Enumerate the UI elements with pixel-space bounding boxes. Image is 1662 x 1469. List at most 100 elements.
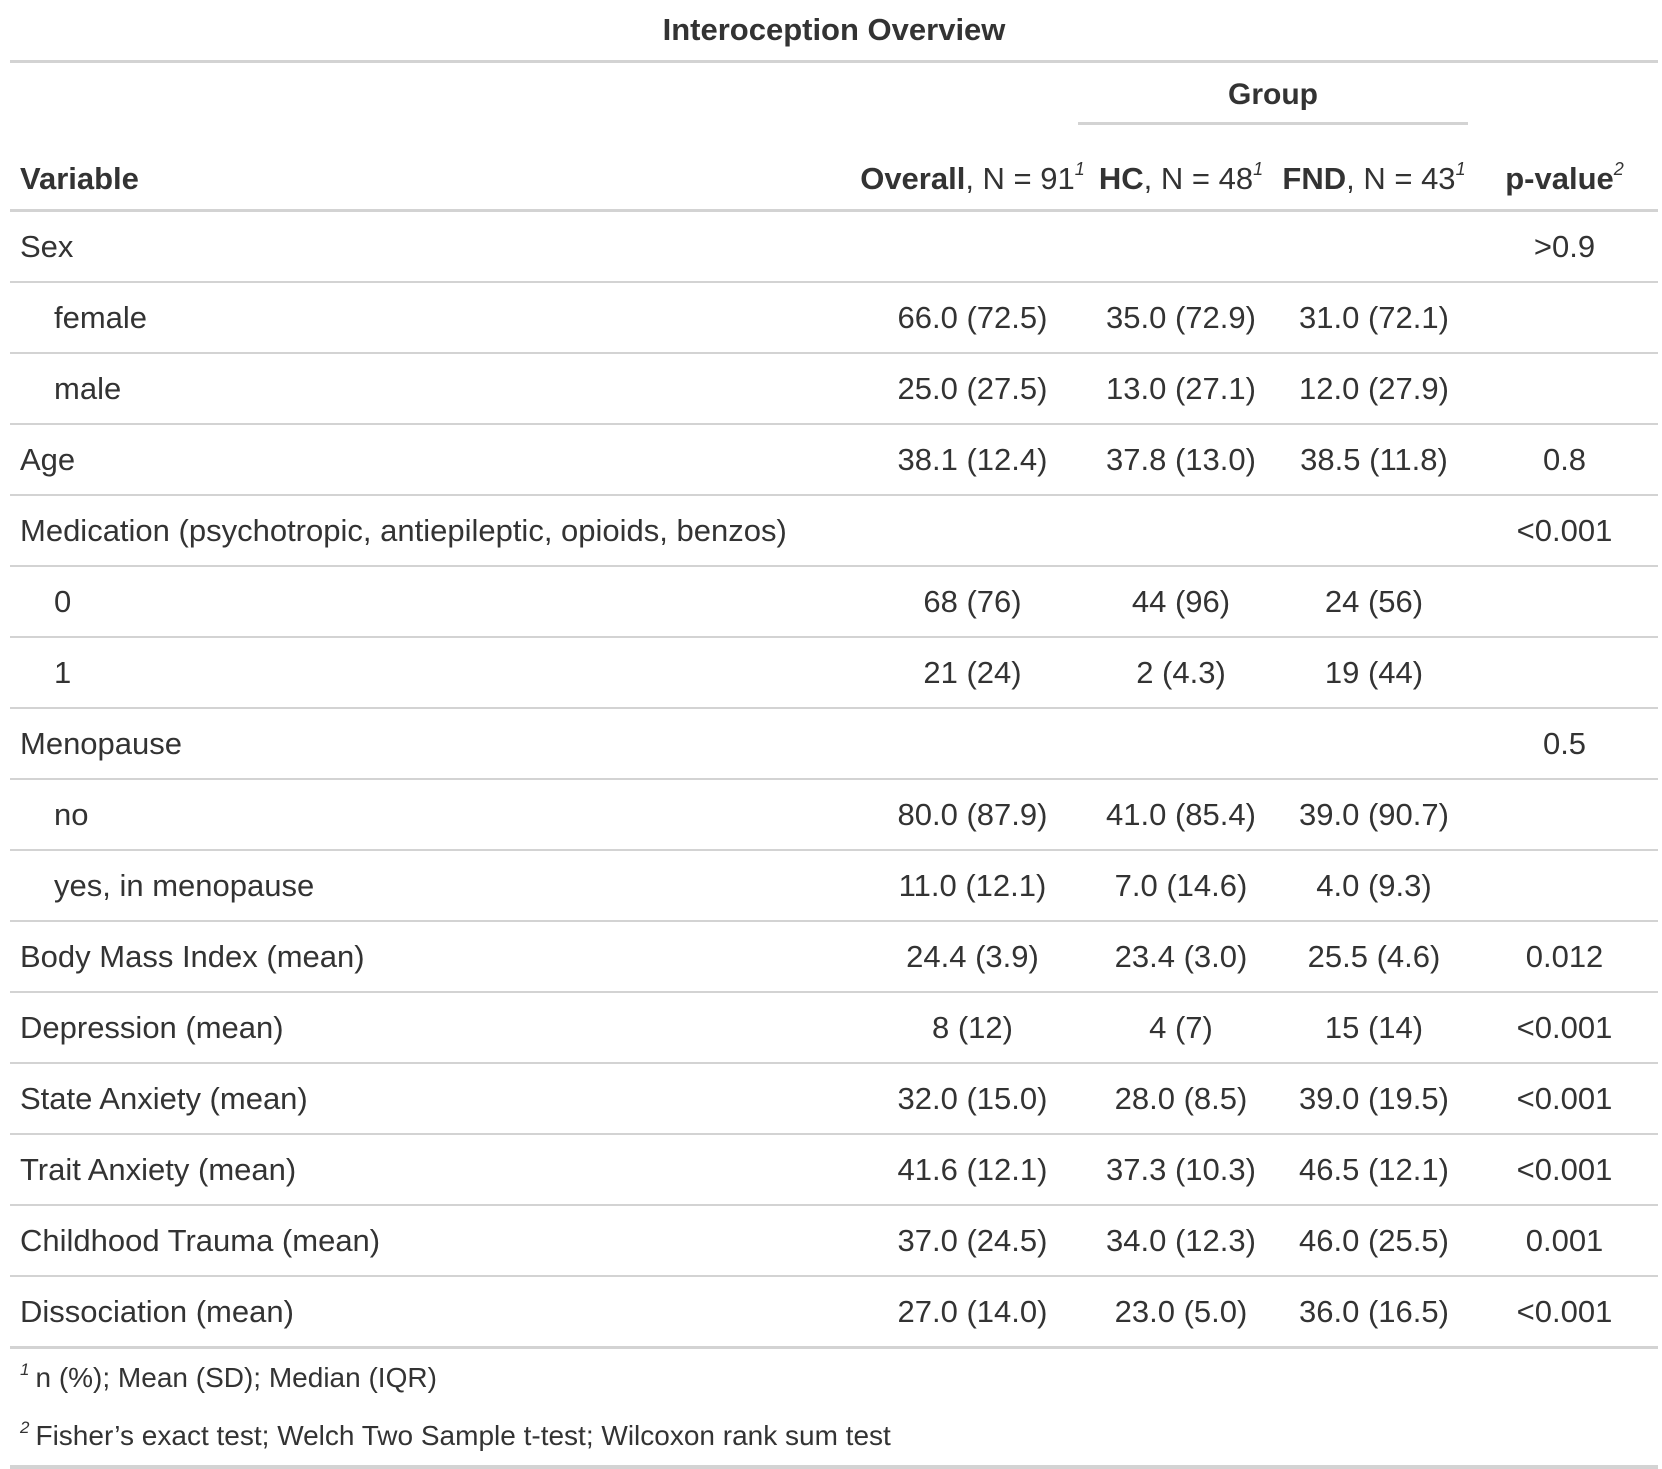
row-label: no bbox=[10, 779, 860, 851]
row-label: male bbox=[10, 353, 860, 425]
footnote-mark: 1 bbox=[1074, 159, 1085, 179]
cell-overall bbox=[860, 210, 1085, 283]
cell-p-value bbox=[1471, 850, 1659, 922]
cell-overall: 25.0 (27.5) bbox=[860, 353, 1085, 425]
summary-table-container: Interoception Overview Group Variable Ov… bbox=[10, 0, 1659, 1469]
cell-overall: 66.0 (72.5) bbox=[860, 282, 1085, 354]
table-row: yes, in menopause 11.0 (12.1) 7.0 (14.6) 4.… bbox=[10, 850, 1659, 922]
column-header-variable: Variable bbox=[10, 125, 860, 212]
table-row: Depression (mean) 8 (12) 4 (7) 15 (14) <0.00… bbox=[10, 992, 1659, 1064]
cell-hc: 41.0 (85.4) bbox=[1085, 779, 1277, 851]
cell-hc: 34.0 (12.3) bbox=[1085, 1205, 1277, 1277]
row-label: Depression (mean) bbox=[10, 992, 860, 1064]
cell-hc: 7.0 (14.6) bbox=[1085, 850, 1277, 922]
row-label: yes, in menopause bbox=[10, 850, 860, 922]
cell-p-value bbox=[1471, 566, 1659, 638]
cell-fnd: 4.0 (9.3) bbox=[1277, 850, 1471, 922]
footnote-mark: 1 bbox=[1253, 159, 1264, 179]
row-label: Childhood Trauma (mean) bbox=[10, 1205, 860, 1277]
cell-overall: 41.6 (12.1) bbox=[860, 1134, 1085, 1206]
table-header: Interoception Overview Group Variable Ov… bbox=[10, 0, 1659, 212]
row-label: Medication (psychotropic, antiepileptic,… bbox=[10, 495, 860, 567]
table-row: Body Mass Index (mean) 24.4 (3.9) 23.4 (3.… bbox=[10, 921, 1659, 993]
cell-fnd: 12.0 (27.9) bbox=[1277, 353, 1471, 425]
cell-overall: 24.4 (3.9) bbox=[860, 921, 1085, 993]
cell-p-value: <0.001 bbox=[1471, 992, 1659, 1064]
cell-hc: 13.0 (27.1) bbox=[1085, 353, 1277, 425]
table-row: State Anxiety (mean) 32.0 (15.0) 28.0 (8.5… bbox=[10, 1063, 1659, 1135]
cell-hc bbox=[1085, 495, 1277, 567]
cell-overall bbox=[860, 495, 1085, 567]
cell-fnd bbox=[1277, 210, 1471, 283]
cell-fnd bbox=[1277, 708, 1471, 780]
row-label: 0 bbox=[10, 566, 860, 638]
table-row: Childhood Trauma (mean) 37.0 (24.5) 34.0 (… bbox=[10, 1205, 1659, 1277]
cell-p-value bbox=[1471, 779, 1659, 851]
footnote-mark: 1 bbox=[1455, 159, 1466, 179]
table-row: Menopause 0.5 bbox=[10, 708, 1659, 780]
cell-hc: 4 (7) bbox=[1085, 992, 1277, 1064]
cell-hc: 44 (96) bbox=[1085, 566, 1277, 638]
cell-overall bbox=[860, 708, 1085, 780]
column-header-overall: Overall, N = 911 bbox=[860, 125, 1085, 212]
cell-p-value: 0.5 bbox=[1471, 708, 1659, 780]
cell-overall: 11.0 (12.1) bbox=[860, 850, 1085, 922]
summary-table: Interoception Overview Group Variable Ov… bbox=[10, 0, 1659, 1349]
cell-overall: 32.0 (15.0) bbox=[860, 1063, 1085, 1135]
cell-fnd: 24 (56) bbox=[1277, 566, 1471, 638]
cell-overall: 27.0 (14.0) bbox=[860, 1276, 1085, 1349]
row-label: 1 bbox=[10, 637, 860, 709]
cell-p-value: 0.8 bbox=[1471, 424, 1659, 496]
cell-hc: 23.4 (3.0) bbox=[1085, 921, 1277, 993]
table-row: Sex >0.9 bbox=[10, 210, 1659, 283]
column-header-hc: HC, N = 481 bbox=[1085, 125, 1277, 212]
cell-p-value: <0.001 bbox=[1471, 1134, 1659, 1206]
cell-overall: 68 (76) bbox=[860, 566, 1085, 638]
table-row: 1 21 (24) 2 (4.3) 19 (44) bbox=[10, 637, 1659, 709]
cell-overall: 21 (24) bbox=[860, 637, 1085, 709]
cell-fnd: 15 (14) bbox=[1277, 992, 1471, 1064]
cell-hc: 37.8 (13.0) bbox=[1085, 424, 1277, 496]
footnote-2: 2 Fisher’s exact test; Welch Two Sample t… bbox=[10, 1407, 1658, 1469]
table-row: female 66.0 (72.5) 35.0 (72.9) 31.0 (72.1) bbox=[10, 282, 1659, 354]
cell-p-value: 0.012 bbox=[1471, 921, 1659, 993]
cell-overall: 38.1 (12.4) bbox=[860, 424, 1085, 496]
cell-hc: 28.0 (8.5) bbox=[1085, 1063, 1277, 1135]
table-row: Medication (psychotropic, antiepileptic,… bbox=[10, 495, 1659, 567]
cell-hc bbox=[1085, 210, 1277, 283]
row-label: Menopause bbox=[10, 708, 860, 780]
table-row: Age 38.1 (12.4) 37.8 (13.0) 38.5 (11.8) 0.8 bbox=[10, 424, 1659, 496]
cell-hc bbox=[1085, 708, 1277, 780]
cell-fnd bbox=[1277, 495, 1471, 567]
cell-fnd: 25.5 (4.6) bbox=[1277, 921, 1471, 993]
cell-overall: 80.0 (87.9) bbox=[860, 779, 1085, 851]
cell-p-value: <0.001 bbox=[1471, 1063, 1659, 1135]
table-row: Trait Anxiety (mean) 41.6 (12.1) 37.3 (10.… bbox=[10, 1134, 1659, 1206]
row-label: State Anxiety (mean) bbox=[10, 1063, 860, 1135]
table-row: male 25.0 (27.5) 13.0 (27.1) 12.0 (27.9) bbox=[10, 353, 1659, 425]
row-label: Dissociation (mean) bbox=[10, 1276, 860, 1349]
row-label: Age bbox=[10, 424, 860, 496]
table-body: Sex >0.9 female 66.0 (72.5) 35.0 (72.9) 31.0 … bbox=[10, 210, 1659, 1349]
cell-fnd: 31.0 (72.1) bbox=[1277, 282, 1471, 354]
cell-fnd: 36.0 (16.5) bbox=[1277, 1276, 1471, 1349]
group-spanner-label: Group bbox=[1078, 78, 1468, 125]
cell-fnd: 46.5 (12.1) bbox=[1277, 1134, 1471, 1206]
row-label: Sex bbox=[10, 210, 860, 283]
cell-p-value: <0.001 bbox=[1471, 495, 1659, 567]
cell-hc: 23.0 (5.0) bbox=[1085, 1276, 1277, 1349]
table-row: no 80.0 (87.9) 41.0 (85.4) 39.0 (90.7) bbox=[10, 779, 1659, 851]
table-title: Interoception Overview bbox=[10, 0, 1659, 63]
cell-fnd: 19 (44) bbox=[1277, 637, 1471, 709]
cell-hc: 2 (4.3) bbox=[1085, 637, 1277, 709]
cell-overall: 37.0 (24.5) bbox=[860, 1205, 1085, 1277]
cell-fnd: 46.0 (25.5) bbox=[1277, 1205, 1471, 1277]
cell-fnd: 38.5 (11.8) bbox=[1277, 424, 1471, 496]
footnote-mark: 2 bbox=[1613, 159, 1624, 179]
column-header-p-value: p-value2 bbox=[1471, 125, 1659, 212]
row-label: female bbox=[10, 282, 860, 354]
cell-p-value bbox=[1471, 637, 1659, 709]
cell-p-value bbox=[1471, 282, 1659, 354]
